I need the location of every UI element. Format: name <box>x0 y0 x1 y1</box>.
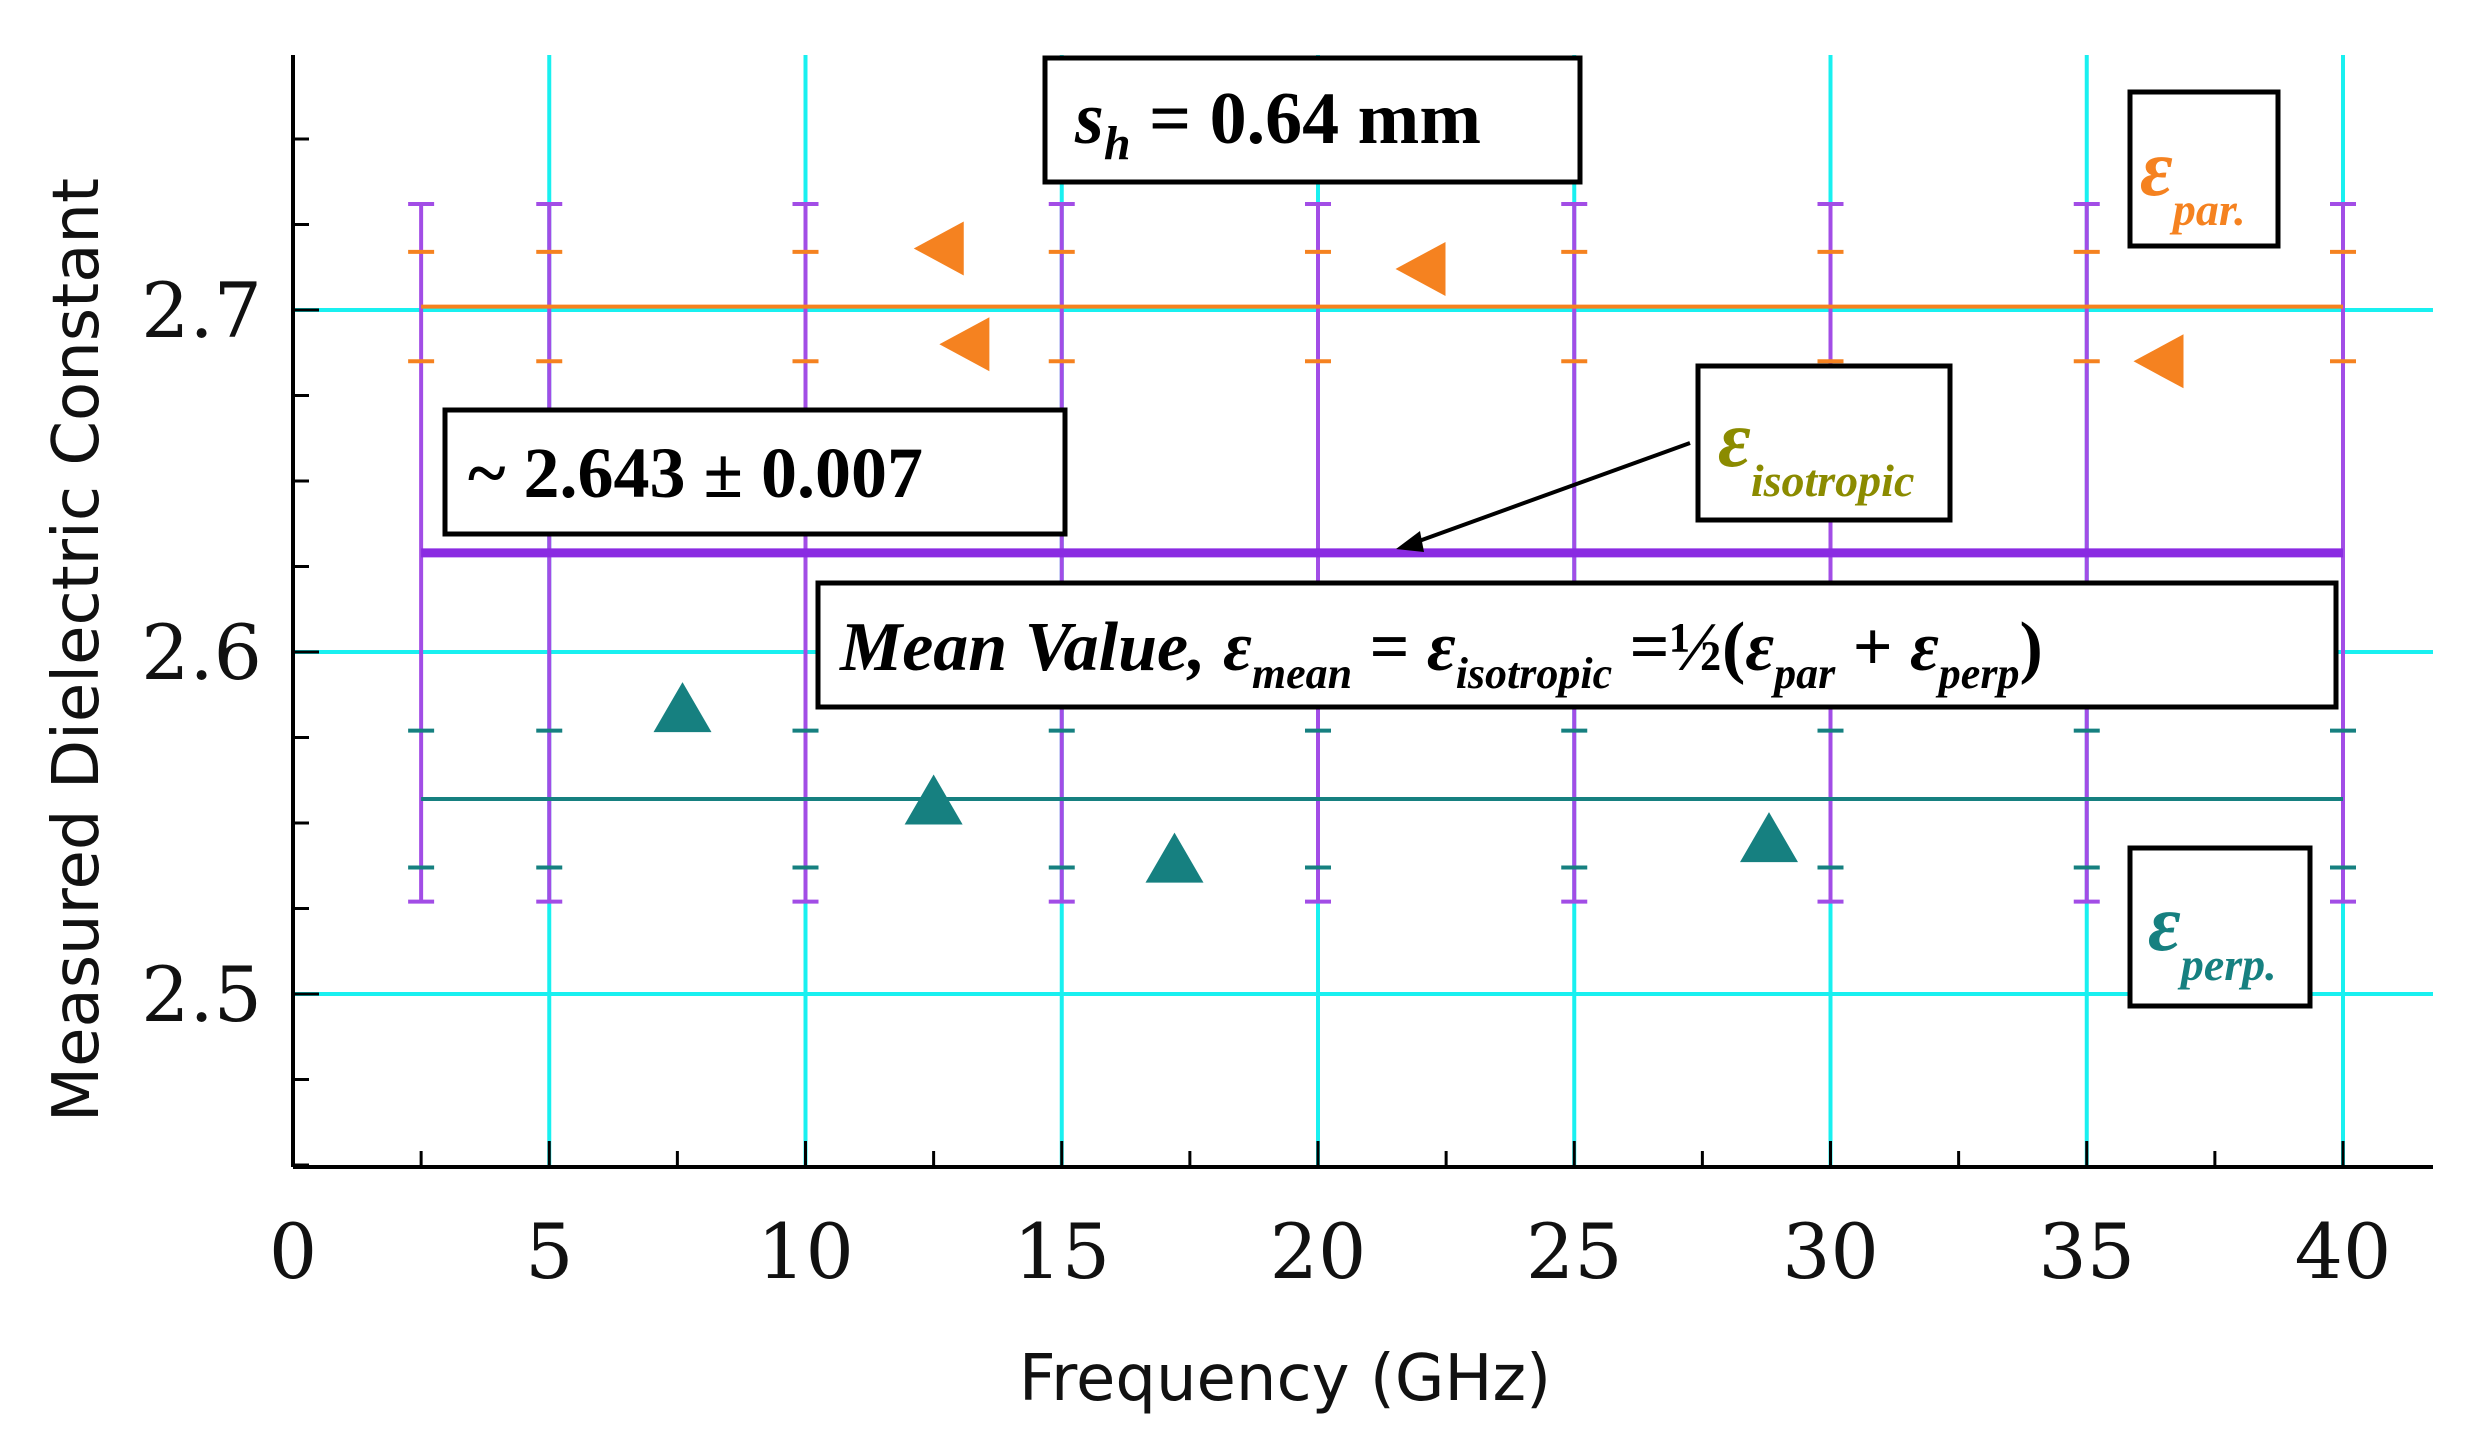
x-tick-label-5: 5 <box>525 1207 573 1296</box>
svg-text:εpar.: εpar. <box>2140 125 2246 235</box>
mean-sub-mean: mean <box>1252 649 1352 698</box>
eps-iso-symbol: ε <box>1718 396 1751 484</box>
eps-par-symbol: ε <box>2140 125 2173 213</box>
axes <box>291 55 2433 1169</box>
eps-perp-label: εperp. <box>2127 845 2313 1009</box>
mean-lead: Mean Value, <box>839 609 1223 686</box>
svg-text:Mean Value, εmean = εisotropic: Mean Value, εmean = εisotropic =½(εpar +… <box>839 609 2043 698</box>
svg-text:εperp.: εperp. <box>2148 880 2277 990</box>
mean-eps-1: ε <box>1223 609 1252 686</box>
eps-perp-symbol: ε <box>2148 880 2181 968</box>
mean-sub-perp: perp <box>1935 649 2020 698</box>
mean-eps-4: ε <box>1910 609 1939 686</box>
eps-iso-subscript: isotropic <box>1751 455 1915 506</box>
point-epsilon_perp-2 <box>1145 832 1204 883</box>
mean-close: ) <box>2019 609 2042 686</box>
mean-formula-annotation: Mean Value, εmean = εisotropic =½(εpar +… <box>815 580 2339 710</box>
mean-eps-2: ε <box>1427 609 1456 686</box>
y-tick-label-2.5: 2.5 <box>141 950 262 1039</box>
x-tick-label-40: 40 <box>2295 1207 2392 1296</box>
x-tick-label-10: 10 <box>757 1207 854 1296</box>
y-tick-label-2.7: 2.7 <box>141 266 262 355</box>
x-tick-label-30: 30 <box>1782 1207 1879 1296</box>
point-epsilon_par-3 <box>2133 334 2184 389</box>
point-epsilon_par-2 <box>1395 241 1446 296</box>
x-tick-label-15: 15 <box>1013 1207 1110 1296</box>
eps-par-subscript: par. <box>2169 184 2246 235</box>
sh-subscript: h <box>1104 117 1131 170</box>
x-axis-title: Frequency (GHz) <box>1019 1342 1551 1416</box>
isotropic-arrow <box>1396 441 1691 552</box>
point-epsilon_par-1 <box>939 317 990 372</box>
point-epsilon_par-0 <box>913 221 964 276</box>
point-epsilon_perp-3 <box>1740 812 1798 863</box>
sh-symbol: s <box>1074 78 1104 160</box>
sh-annotation: sh = 0.64 mm <box>1042 55 1583 185</box>
mean-eq1: = <box>1352 609 1427 686</box>
mean-eq2: =½( <box>1612 609 1745 686</box>
eps-perp-subscript: perp. <box>2177 939 2277 990</box>
x-tick-label-0: 0 <box>269 1207 317 1296</box>
tick-labels: 0 5 10 15 20 25 30 35 40 2.5 2.6 2.7 <box>141 266 2391 1296</box>
mean-lines <box>421 304 2343 802</box>
eps-iso-label: εisotropic <box>1695 363 1953 523</box>
mean-sub-iso: isotropic <box>1456 649 1612 698</box>
svg-text:sh = 0.64 mm: sh = 0.64 mm <box>1074 78 1481 170</box>
x-tick-label-35: 35 <box>2038 1207 2135 1296</box>
y-tick-label-2.6: 2.6 <box>141 608 262 697</box>
x-tick-label-20: 20 <box>1270 1207 1367 1296</box>
mean-sub-par: par <box>1770 649 1836 698</box>
svg-text:εisotropic: εisotropic <box>1718 396 1914 506</box>
value-text: ~ 2.643 ± 0.007 <box>468 433 923 513</box>
x-tick-label-25: 25 <box>1526 1207 1623 1296</box>
point-epsilon_perp-1 <box>904 774 963 825</box>
value-annotation: ~ 2.643 ± 0.007 <box>442 407 1068 537</box>
y-axis-title: Measured Dielectric Constant <box>40 178 114 1122</box>
sh-value: = 0.64 mm <box>1131 78 1481 160</box>
mean-eps-3: ε <box>1745 609 1774 686</box>
point-epsilon_perp-0 <box>653 682 712 733</box>
eps-par-label: εpar. <box>2127 89 2281 249</box>
data-points <box>653 221 2184 883</box>
mean-plus: + <box>1835 609 1910 686</box>
